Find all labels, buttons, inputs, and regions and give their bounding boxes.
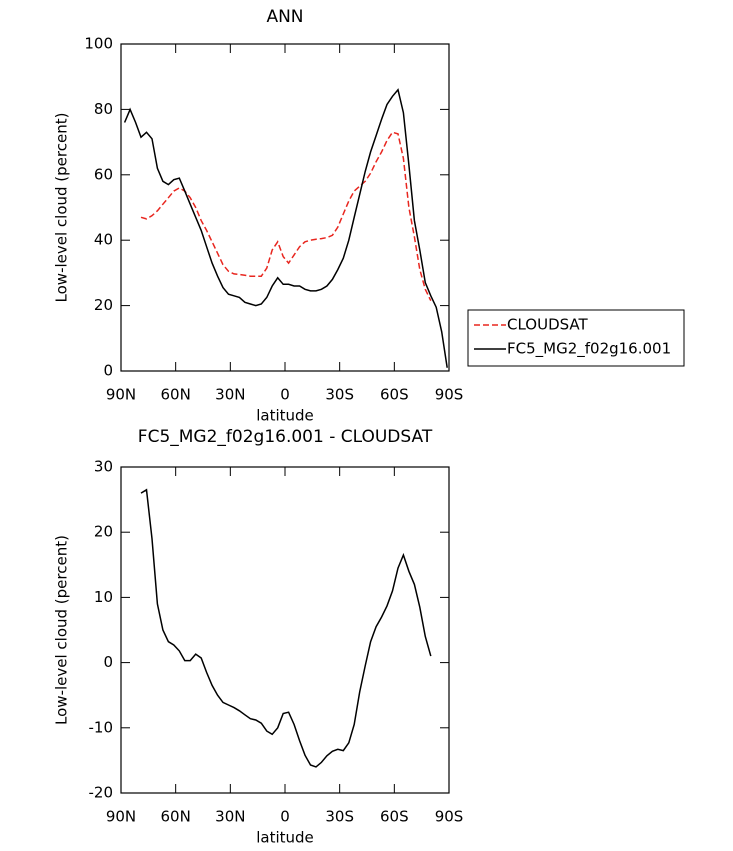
y-tick-label: -10 bbox=[89, 718, 114, 736]
y-tick-label: 10 bbox=[94, 588, 113, 606]
x-tick-label: 60N bbox=[161, 386, 191, 404]
x-axis-label: latitude bbox=[256, 829, 314, 847]
x-tick-label: 90N bbox=[106, 386, 136, 404]
data-line bbox=[123, 88, 448, 368]
y-tick-label: 60 bbox=[94, 165, 113, 183]
y-tick-label: 0 bbox=[103, 362, 113, 380]
x-tick-label: 90S bbox=[435, 808, 464, 826]
x-tick-label: 60S bbox=[380, 808, 409, 826]
legend-label: CLOUDSAT bbox=[507, 316, 589, 334]
y-axis-label: Low-level cloud (percent) bbox=[53, 113, 71, 303]
y-tick-label: 0 bbox=[103, 653, 113, 671]
y-tick-label: 20 bbox=[94, 296, 113, 314]
legend-label: FC5_MG2_f02g16.001 bbox=[507, 340, 671, 359]
y-tick-label: 20 bbox=[94, 523, 113, 541]
data-line bbox=[140, 131, 432, 302]
chart-title: FC5_MG2_f02g16.001 - CLOUDSAT bbox=[138, 427, 433, 447]
x-tick-label: 30N bbox=[215, 386, 245, 404]
x-tick-label: 60S bbox=[380, 386, 409, 404]
plot-frame bbox=[120, 466, 450, 794]
y-tick-label: 100 bbox=[84, 35, 113, 53]
x-tick-label: 90N bbox=[106, 808, 136, 826]
y-axis-label: Low-level cloud (percent) bbox=[53, 535, 71, 725]
x-tick-label: 30S bbox=[325, 808, 354, 826]
y-tick-label: 40 bbox=[94, 231, 113, 249]
plot-frame bbox=[120, 43, 450, 372]
y-tick-label: -20 bbox=[89, 784, 114, 802]
chart-title: ANN bbox=[266, 7, 303, 27]
y-tick-label: 30 bbox=[94, 458, 113, 476]
x-tick-label: 90S bbox=[435, 386, 464, 404]
x-tick-label: 30N bbox=[215, 808, 245, 826]
data-line bbox=[140, 488, 432, 768]
x-tick-label: 0 bbox=[280, 808, 290, 826]
y-tick-label: 80 bbox=[94, 100, 113, 118]
x-tick-label: 30S bbox=[325, 386, 354, 404]
legend-box bbox=[467, 309, 685, 367]
x-axis-label: latitude bbox=[256, 407, 314, 425]
x-tick-label: 60N bbox=[161, 808, 191, 826]
x-tick-label: 0 bbox=[280, 386, 290, 404]
